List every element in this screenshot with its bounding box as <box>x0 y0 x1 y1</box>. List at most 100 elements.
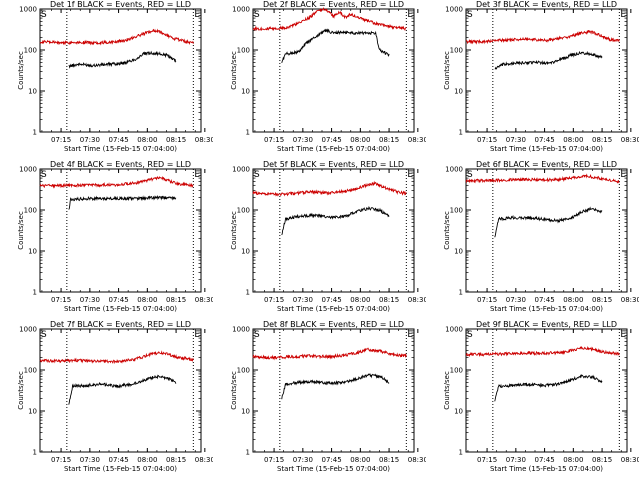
x-tick-label: 08:00 <box>137 296 157 304</box>
x-tick-label: 08:00 <box>350 136 370 144</box>
y-axis-label: Counts/sec <box>17 51 25 90</box>
detector-panel-9: Det 9f BLACK = Events, RED = LLD 1 10 100 10… <box>426 320 639 480</box>
x-axis-label: Start Time (15-Feb-15 07:04:00) <box>277 465 390 473</box>
x-tick-label: 07:30 <box>293 296 313 304</box>
plot-frame <box>465 8 628 133</box>
y-axis-label: Counts/sec <box>17 371 25 410</box>
x-tick-label: 08:00 <box>350 296 370 304</box>
events-series-line <box>68 50 177 69</box>
chart-title: Det 3f BLACK = Events, RED = LLD <box>476 0 617 9</box>
start-marker: S <box>41 330 47 340</box>
events-series-line <box>494 374 603 402</box>
y-tick-label: 1 <box>33 289 37 297</box>
start-marker: S <box>467 170 473 180</box>
x-axis-label: Start Time (15-Feb-15 07:04:00) <box>490 305 603 313</box>
lld-series-line <box>39 28 194 46</box>
y-tick-label: 100 <box>24 367 37 375</box>
y-axis-label: Counts/sec <box>443 371 451 410</box>
end-marker: E <box>620 330 626 340</box>
x-tick-label: 08:30 <box>408 296 426 304</box>
x-tick-label: 07:15 <box>477 296 497 304</box>
x-tick-label: 08:00 <box>563 136 583 144</box>
x-tick-label: 07:45 <box>321 456 341 464</box>
x-tick-label: 07:45 <box>108 136 128 144</box>
plot-frame <box>39 8 202 133</box>
x-axis-label: Start Time (15-Feb-15 07:04:00) <box>490 465 603 473</box>
lld-series-line <box>252 7 407 32</box>
end-marker: E <box>194 330 200 340</box>
y-tick-label: 1 <box>459 129 463 137</box>
x-tick-label: 08:30 <box>621 136 639 144</box>
x-tick-label: 08:15 <box>379 296 399 304</box>
detector-panel-1: Det 1f BLACK = Events, RED = LLD 1 10 100 10… <box>0 0 213 160</box>
y-tick-label: 10 <box>28 408 37 416</box>
x-tick-label: 08:15 <box>592 136 612 144</box>
events-series-line <box>281 373 390 400</box>
lld-series-line <box>39 350 194 365</box>
y-tick-label: 1 <box>33 449 37 457</box>
y-tick-label: 10 <box>454 88 463 96</box>
lld-series-line <box>465 345 620 358</box>
y-tick-label: 100 <box>450 207 463 215</box>
y-axis-label: Counts/sec <box>17 211 25 250</box>
chart-title: Det 4f BLACK = Events, RED = LLD <box>50 160 191 169</box>
end-marker: E <box>407 10 413 20</box>
x-tick-label: 08:30 <box>195 296 213 304</box>
y-tick-label: 100 <box>237 47 250 55</box>
detector-panel-8: Det 8f BLACK = Events, RED = LLD 1 10 100 10… <box>213 320 426 480</box>
x-axis-label: Start Time (15-Feb-15 07:04:00) <box>64 145 177 153</box>
x-tick-label: 08:30 <box>195 136 213 144</box>
detector-panel-2: Det 2f BLACK = Events, RED = LLD 1 10 100 10… <box>213 0 426 160</box>
detector-panel-4: Det 4f BLACK = Events, RED = LLD 1 10 100 10… <box>0 160 213 320</box>
x-tick-label: 07:45 <box>108 456 128 464</box>
events-series-line <box>281 28 390 63</box>
chart-title: Det 7f BLACK = Events, RED = LLD <box>50 320 191 329</box>
x-tick-label: 08:30 <box>621 456 639 464</box>
x-tick-label: 08:15 <box>166 456 186 464</box>
chart-svg: Det 3f BLACK = Events, RED = LLD 1 10 100 10… <box>443 0 639 153</box>
x-axis-label: Start Time (15-Feb-15 07:04:00) <box>64 305 177 313</box>
x-tick-label: 08:30 <box>408 136 426 144</box>
y-tick-label: 10 <box>454 408 463 416</box>
plot-frame <box>465 328 628 453</box>
x-tick-label: 07:45 <box>534 296 554 304</box>
start-marker: S <box>467 330 473 340</box>
x-tick-label: 07:30 <box>506 296 526 304</box>
chart-svg: Det 4f BLACK = Events, RED = LLD 1 10 100 10… <box>17 160 213 313</box>
y-tick-label: 100 <box>24 207 37 215</box>
y-tick-label: 1 <box>246 289 250 297</box>
y-axis-label: Counts/sec <box>230 51 238 90</box>
start-marker: S <box>41 10 47 20</box>
x-tick-label: 07:45 <box>108 296 128 304</box>
y-tick-label: 1 <box>246 129 250 137</box>
chart-svg: Det 2f BLACK = Events, RED = LLD 1 10 100 10… <box>230 0 426 153</box>
x-tick-label: 08:15 <box>379 456 399 464</box>
x-tick-label: 08:30 <box>621 296 639 304</box>
y-tick-label: 1000 <box>232 326 250 334</box>
x-tick-label: 07:15 <box>264 296 284 304</box>
x-tick-label: 07:30 <box>80 456 100 464</box>
y-tick-label: 1000 <box>445 166 463 174</box>
y-tick-label: 1 <box>246 449 250 457</box>
y-tick-label: 1000 <box>445 6 463 14</box>
y-axis-label: Counts/sec <box>443 211 451 250</box>
y-tick-label: 100 <box>24 47 37 55</box>
y-tick-label: 1 <box>33 129 37 137</box>
x-tick-label: 08:15 <box>592 456 612 464</box>
end-marker: E <box>194 170 200 180</box>
x-tick-label: 07:15 <box>51 456 71 464</box>
y-tick-label: 100 <box>450 367 463 375</box>
x-tick-label: 07:45 <box>534 456 554 464</box>
y-tick-label: 10 <box>241 88 250 96</box>
events-series-line <box>68 374 177 405</box>
y-tick-label: 1000 <box>232 6 250 14</box>
x-tick-label: 07:30 <box>80 296 100 304</box>
x-tick-label: 08:30 <box>408 456 426 464</box>
lld-series-line <box>39 175 194 189</box>
x-tick-label: 08:15 <box>166 296 186 304</box>
plot-frame <box>39 328 202 453</box>
y-tick-label: 1000 <box>19 326 37 334</box>
x-tick-label: 08:30 <box>195 456 213 464</box>
plot-frame <box>252 168 415 293</box>
detector-panel-3: Det 3f BLACK = Events, RED = LLD 1 10 100 10… <box>426 0 639 160</box>
